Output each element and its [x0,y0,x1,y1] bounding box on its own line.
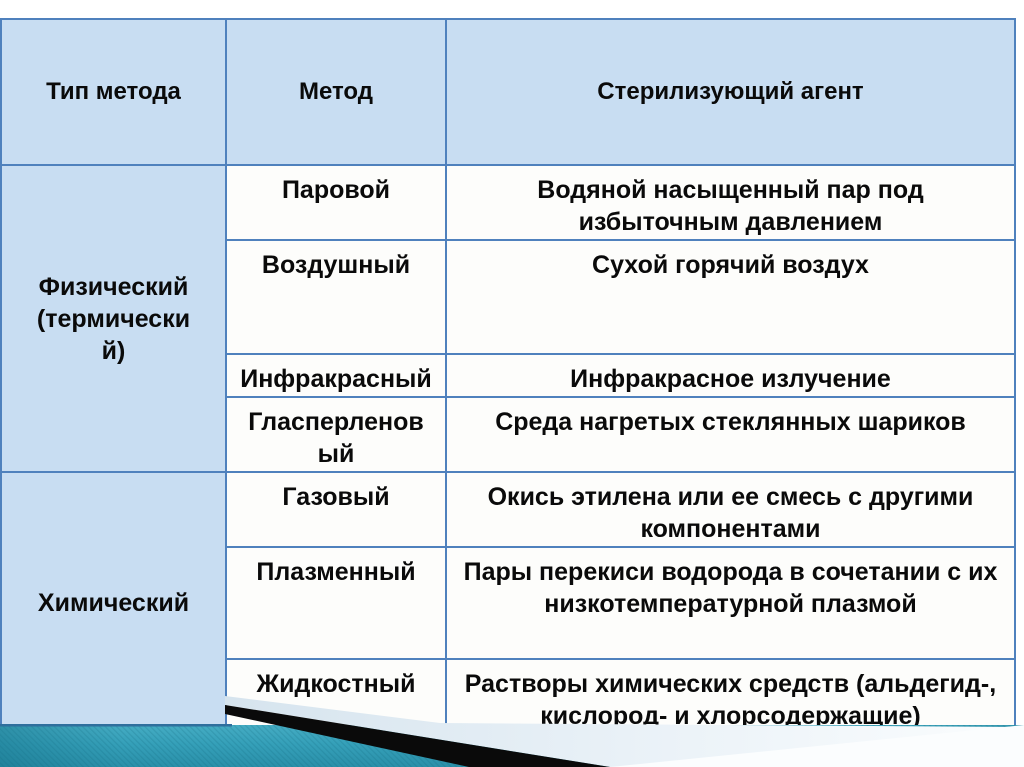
header-cell-agent: Стерилизующий агент [445,18,1016,166]
table-row: Инфракрасный Инфракрасное излучение [1,353,1016,398]
cell-agent: Пары перекиси водорода в сочетании с их … [445,546,1016,660]
cell-agent: Среда нагретых стеклянных шариков [445,396,1016,473]
cell-agent: Сухой горячий воздух [445,239,1016,355]
table-row: Гласперленов ый Среда нагретых стеклянны… [1,396,1016,473]
cell-agent: Окись этилена или ее смесь с другими ком… [445,471,1016,548]
cell-method: Паровой [225,164,447,241]
table-row: Плазменный Пары перекиси водорода в соче… [1,546,1016,660]
header-cell-method-type: Тип метода [0,18,227,166]
cell-method: Воздушный [225,239,447,355]
table-header-row: Тип метода Метод Стерилизующий агент [0,18,1016,166]
cell-method: Газовый [225,471,447,548]
cell-method: Инфракрасный [225,353,447,398]
table-row: Химический Газовый Окись этилена или ее … [0,471,1016,735]
group-cell-chemical: Химический [0,471,227,735]
cell-agent: Растворы химических средств (альдегид-, … [445,658,1016,735]
header-cell-method: Метод [225,18,447,166]
cell-method: Плазменный [225,546,447,660]
table-row: Воздушный Сухой горячий воздух [1,239,1016,355]
cell-agent: Инфракрасное излучение [445,353,1016,398]
cell-agent: Водяной насыщенный пар под избыточным да… [445,164,1016,241]
table-row: Физический (термически й) Паровой Водяно… [0,164,1016,473]
group-cell-physical: Физический (термически й) [0,164,227,473]
cell-method: Гласперленов ый [225,396,447,473]
sterilization-methods-table: Тип метода Метод Стерилизующий агент Физ… [0,18,1016,735]
cell-method: Жидкостный [225,658,447,735]
